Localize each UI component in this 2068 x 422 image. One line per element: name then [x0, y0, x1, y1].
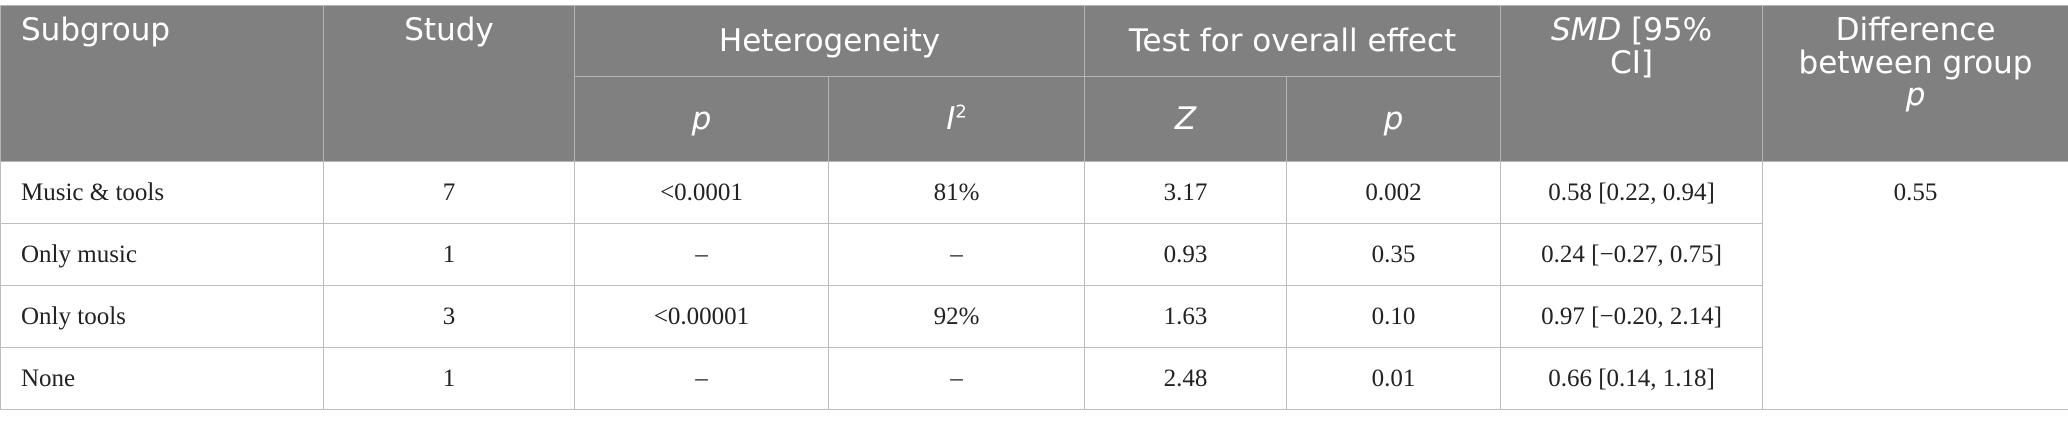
table: Subgroup Study Heterogeneity Test for overa…	[0, 5, 2068, 410]
table-cell: 0.58 [0.22, 0.94]	[1500, 161, 1764, 224]
header-cell: Heterogeneity	[573, 5, 1086, 77]
table-cell: 0.10	[1286, 285, 1502, 348]
header-cell: Z	[1084, 76, 1288, 162]
header-cell: I2	[827, 76, 1086, 162]
table-cell: 0.93	[1084, 223, 1288, 286]
table-cell: <0.00001	[574, 285, 829, 348]
table-cell: 1	[323, 223, 575, 286]
header-cell: Subgroup	[0, 5, 324, 162]
header-sup: 2	[955, 101, 967, 123]
header-cell: SMD [95% CI]	[1500, 5, 1764, 162]
table-cell: 81%	[827, 161, 1086, 224]
table-cell: 0.002	[1286, 161, 1502, 224]
header-text: p	[1905, 77, 1926, 114]
table-cell: 0.24 [−0.27, 0.75]	[1500, 223, 1764, 286]
table-row: Only music 1– –0.93 0.35 0.24 [−0.27, 0.75]	[0, 223, 2068, 286]
header-text: I	[946, 100, 956, 137]
table-cell: 1	[323, 347, 575, 410]
table-cell: 3.17	[1084, 161, 1288, 224]
table-cell: –	[827, 347, 1086, 410]
table-cell: –	[574, 223, 829, 286]
table-cell: 0.97 [−0.20, 2.14]	[1500, 285, 1764, 348]
header-row: Subgroup Study Heterogeneity Test for overa…	[0, 5, 2068, 162]
table-cell: –	[574, 347, 829, 410]
table-cell: 0.01	[1286, 347, 1502, 410]
table-cell: 1.63	[1084, 285, 1288, 348]
table-cell: Only tools	[0, 285, 324, 348]
table-cell: 7	[323, 161, 575, 224]
table-cell: 2.48	[1084, 347, 1288, 410]
table-cell: Music & tools	[0, 161, 324, 224]
header-text: Difference between group	[1798, 12, 2033, 81]
header-text: Subgroup	[21, 12, 171, 48]
table-row: Music & tools 7 <0.0001 81% 3.17 0.002 0.58 [0…	[0, 161, 2068, 410]
table-cell: –	[827, 223, 1086, 286]
header-text: SMD	[1550, 12, 1622, 48]
header-cell: Difference between group p	[1762, 5, 2068, 162]
header-text: Heterogeneity	[718, 22, 941, 59]
header-text: p	[1383, 100, 1404, 137]
header-cell: p	[574, 76, 829, 162]
header-text: [95% CI]	[1610, 12, 1713, 81]
table-cell: 92%	[827, 285, 1086, 348]
header-text: Test for overall effect	[1128, 22, 1457, 59]
header-cell: Test for overall effect	[1084, 5, 1502, 77]
table-cell: Only music	[0, 223, 324, 286]
table-cell: <0.0001	[574, 161, 829, 224]
table-cell: None	[0, 347, 324, 410]
header-cell: Study	[323, 5, 575, 162]
header-cell: p	[1286, 76, 1502, 162]
header-text: Z	[1174, 100, 1197, 137]
table-cell: 0.35	[1286, 223, 1502, 286]
table-cell: 0.55	[1762, 161, 2068, 410]
table-cell: 0.66 [0.14, 1.18]	[1500, 347, 1764, 410]
table-cell: 3	[323, 285, 575, 348]
table-row: Only tools 3 <0.00001 92% 1.63 0.10 0.97 [−0.2…	[0, 285, 2068, 348]
header-text: p	[691, 100, 712, 137]
header-text: Study	[404, 12, 494, 48]
table-row: None 1– –2.48 0.01 0.66 [0.14, 1.18]	[0, 347, 2068, 410]
